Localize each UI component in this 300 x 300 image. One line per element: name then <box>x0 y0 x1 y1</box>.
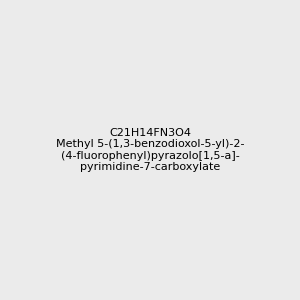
Text: C21H14FN3O4
Methyl 5-(1,3-benzodioxol-5-yl)-2-
(4-fluorophenyl)pyrazolo[1,5-a]-
: C21H14FN3O4 Methyl 5-(1,3-benzodioxol-5-… <box>56 128 244 172</box>
